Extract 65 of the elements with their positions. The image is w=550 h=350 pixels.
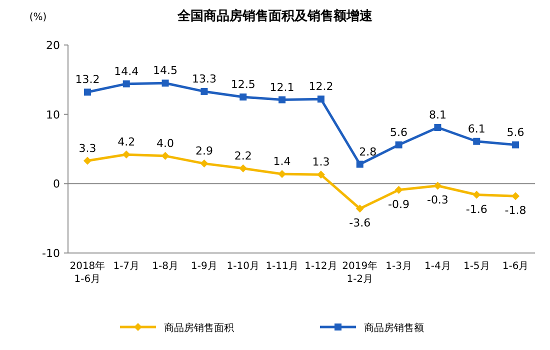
point (84, 88, 91, 96)
x-tick-label: 1-3月 (386, 261, 412, 272)
x-tick-label: 2018年 1-6月 (70, 260, 106, 285)
data-label: 4.2 (118, 136, 136, 149)
legend-label: 商品房销售面积 (164, 322, 234, 334)
point (434, 182, 442, 190)
point (512, 192, 520, 200)
point (473, 138, 480, 145)
data-label: -3.6 (349, 216, 371, 230)
point (356, 204, 364, 213)
y-axis-title: (%) (29, 12, 47, 23)
chart-title: 全国商品房销售面积及销售额增速 (176, 8, 374, 24)
point (200, 160, 208, 168)
x-tick-label: 1-12月 (304, 261, 338, 272)
point (278, 96, 286, 104)
data-label: 3.3 (78, 142, 96, 155)
data-label: 14.5 (153, 64, 178, 78)
y-tick-label: 20 (46, 39, 60, 52)
data-label: 12.5 (230, 78, 256, 91)
x-tick-label: 1-10月 (226, 261, 260, 272)
data-label: 13.3 (192, 72, 216, 86)
point (317, 96, 324, 103)
data-label: 1.4 (273, 154, 291, 168)
x-tick-label: 1-6月 (502, 261, 529, 272)
data-label: 5.6 (390, 126, 408, 139)
point (434, 124, 442, 132)
x-tick-label: 1-5月 (463, 261, 490, 272)
point (122, 80, 130, 88)
y-tick-label: 0 (53, 178, 60, 191)
data-label: 5.6 (506, 126, 524, 139)
data-label: 12.2 (308, 80, 334, 94)
x-tick-label: 2019年 1-2月 (342, 260, 378, 285)
data-label: 2.8 (359, 145, 377, 158)
point (240, 94, 247, 100)
data-label: 2.9 (195, 144, 213, 158)
point (162, 80, 169, 87)
x-tick-label: 1-7月 (113, 261, 140, 272)
data-label: 13.2 (75, 73, 100, 86)
x-tick-label: 1-11月 (266, 261, 298, 272)
data-label: 6.1 (468, 122, 486, 136)
data-label: 12.1 (270, 80, 294, 94)
point (239, 164, 248, 172)
point (472, 190, 481, 199)
data-label: 14.4 (114, 64, 139, 78)
point (356, 160, 364, 168)
point (395, 141, 402, 148)
x-tick-label: 1-4月 (424, 261, 451, 272)
data-label: 8.1 (428, 108, 446, 122)
point (394, 186, 403, 194)
legend-label: 商品房销售额 (364, 322, 424, 334)
data-label: -0.9 (388, 198, 410, 211)
data-label: -1.8 (504, 204, 526, 218)
y-tick-label: -10 (42, 247, 60, 260)
point (122, 150, 130, 159)
point (200, 88, 208, 95)
x-tick-label: 1-8月 (152, 261, 178, 272)
data-label: -1.6 (466, 202, 488, 216)
data-label: 2.2 (234, 149, 252, 162)
point (83, 156, 92, 165)
data-label: 4.0 (156, 136, 174, 150)
data-label: 1.3 (312, 156, 330, 169)
y-tick-label: 10 (46, 108, 60, 122)
point (512, 141, 520, 148)
data-label: -0.3 (426, 194, 448, 207)
x-tick-label: 1-9月 (191, 261, 218, 272)
